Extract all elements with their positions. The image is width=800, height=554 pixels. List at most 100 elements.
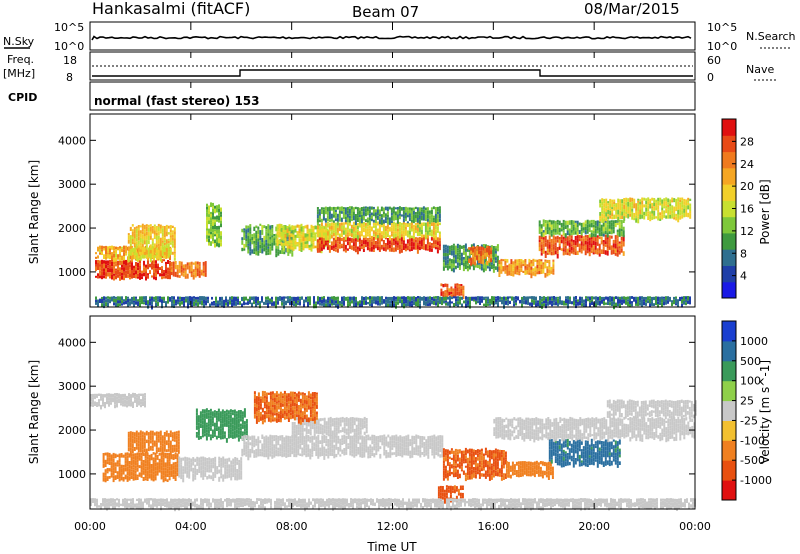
freq-label-1: Freq. [7, 53, 34, 66]
echo-cell [614, 252, 617, 256]
echo-cell [200, 470, 203, 476]
echo-cell [316, 225, 319, 230]
echo-cell [385, 299, 387, 303]
echo-cell [90, 394, 92, 397]
echo-cell [208, 233, 210, 236]
echo-cell [305, 430, 308, 435]
echo-cell [218, 476, 221, 482]
echo-cell [424, 214, 427, 219]
echo-cell [512, 264, 515, 269]
echo-cell [196, 264, 199, 269]
echo-cell [155, 240, 158, 245]
echo-cell [116, 464, 119, 467]
echo-cell [121, 260, 123, 265]
echo-cell [601, 205, 604, 211]
echo-cell [120, 398, 122, 404]
echo-cell [136, 394, 138, 398]
echo-cell [371, 452, 374, 456]
echo-cell [144, 466, 147, 469]
echo-cell [365, 444, 368, 449]
echo-cell [340, 206, 343, 212]
echo-cell [418, 246, 421, 251]
echo-cell [472, 243, 475, 248]
echo-cell [199, 300, 201, 305]
echo-cell [434, 240, 437, 245]
echo-cell [328, 244, 331, 249]
echo-cell [220, 472, 223, 476]
echo-cell [344, 249, 347, 253]
echo-cell [321, 452, 324, 456]
echo-cell [166, 466, 169, 469]
echo-cell [388, 244, 391, 249]
echo-cell [212, 464, 215, 469]
echo-cell [265, 229, 268, 232]
echo-cell [165, 252, 168, 257]
echo-cell [449, 303, 451, 308]
echo-cell [137, 435, 140, 441]
echo-cell [419, 296, 421, 301]
echo-cell [173, 253, 176, 258]
echo-cell [90, 404, 92, 407]
echo-cell [131, 440, 134, 444]
echo-cell [590, 250, 593, 254]
echo-cell [325, 453, 328, 457]
echo-cell [459, 301, 461, 305]
echo-cell [541, 301, 543, 304]
echo-cell [342, 209, 345, 212]
echo-cell [327, 450, 330, 455]
echo-cell [334, 239, 337, 244]
echo-cell [353, 303, 355, 308]
echo-cell [681, 197, 684, 201]
echo-cell [392, 233, 395, 239]
echo-cell [458, 289, 461, 292]
echo-cell [378, 246, 381, 252]
echo-cell [387, 441, 390, 445]
echo-cell [372, 213, 375, 217]
echo-cell [204, 270, 207, 273]
echo-cell [550, 239, 553, 244]
echo-cell [332, 220, 335, 223]
echo-cell [560, 229, 563, 232]
echo-cell [651, 210, 654, 214]
echo-cell [102, 472, 105, 476]
echo-cell [389, 454, 392, 458]
echo-cell [140, 458, 143, 462]
echo-cell [151, 300, 153, 305]
echo-cell [108, 393, 110, 398]
echo-cell [449, 300, 451, 304]
echo-cell [149, 235, 152, 240]
echo-cell [147, 224, 150, 228]
echo-cell [599, 199, 602, 204]
echo-cell [338, 226, 341, 232]
echo-cell [290, 246, 293, 250]
echo-cell [458, 284, 461, 287]
echo-cell [542, 262, 545, 265]
echo-cell [390, 225, 393, 228]
echo-cell [172, 469, 175, 475]
echo-cell [512, 268, 515, 271]
echo-region-4 [195, 408, 248, 443]
echo-cell [384, 231, 387, 235]
echo-region-1 [102, 452, 179, 483]
echo-cell [155, 226, 158, 228]
echo-cell [546, 223, 549, 227]
echo-cell [109, 260, 111, 265]
echo-cell [599, 203, 602, 208]
echo-cell [243, 428, 246, 432]
echo-cell [431, 453, 434, 456]
echo-cell [533, 300, 535, 305]
echo-cell [275, 453, 278, 457]
echo-cell [309, 453, 312, 456]
echo-cell [116, 396, 118, 400]
echo-cell [416, 207, 419, 211]
echo-cell [468, 256, 471, 261]
echo-cell [161, 236, 164, 241]
echo-cell [432, 222, 435, 227]
echo-cell [206, 203, 208, 207]
echo-cell [121, 270, 123, 273]
echo-cell [598, 220, 601, 224]
echo-cell [550, 224, 553, 228]
echo-cell [231, 409, 234, 413]
echo-cell [585, 298, 587, 304]
echo-cell [517, 296, 519, 301]
